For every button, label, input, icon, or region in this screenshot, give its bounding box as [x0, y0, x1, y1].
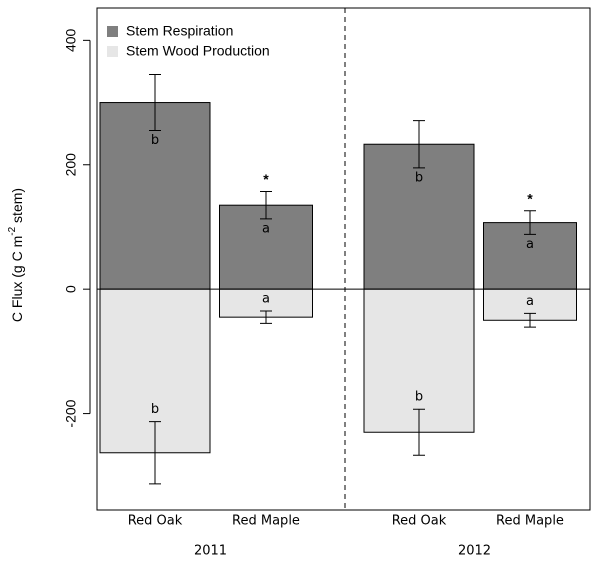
significance-letter: a: [262, 221, 270, 236]
error-bar: [260, 191, 272, 220]
significance-letter: b: [415, 390, 423, 405]
significance-letter: a: [526, 294, 534, 309]
x-tick-label: Red Oak: [392, 514, 447, 529]
y-tick-label: 400: [63, 28, 79, 52]
x-tick-label: Red Maple: [496, 514, 564, 529]
error-bar: [413, 408, 425, 456]
significance-letter: a: [262, 291, 270, 306]
error-bar: [149, 74, 161, 132]
x-tick-label: Red Oak: [128, 514, 183, 529]
error-bar: [413, 120, 425, 169]
legend-swatch: [107, 26, 118, 37]
significance-letter: b: [151, 402, 159, 417]
y-tick-label: 200: [63, 153, 79, 177]
legend-swatch: [107, 46, 118, 57]
bar: [363, 143, 475, 290]
significance-letter: b: [151, 133, 159, 148]
legend-label: Stem Wood Production: [126, 43, 270, 59]
plot-frame: [96, 7, 591, 511]
y-tick-label: -200: [63, 399, 79, 427]
bar: [363, 288, 475, 433]
group-label: 2012: [458, 544, 491, 559]
error-bar: [149, 421, 161, 485]
error-bar: [260, 310, 272, 324]
y-axis-label: C Flux (g C m-2 stem): [7, 188, 25, 322]
significance-star: *: [263, 171, 269, 187]
significance-letter: a: [526, 237, 534, 252]
y-tick-label: 0: [63, 285, 79, 293]
significance-star: *: [527, 190, 533, 206]
error-bar: [524, 312, 536, 328]
group-label: 2011: [194, 544, 227, 559]
error-bar: [524, 210, 536, 235]
legend-label: Stem Respiration: [126, 23, 233, 39]
x-tick-label: Red Maple: [232, 514, 300, 529]
significance-letter: b: [415, 170, 423, 185]
